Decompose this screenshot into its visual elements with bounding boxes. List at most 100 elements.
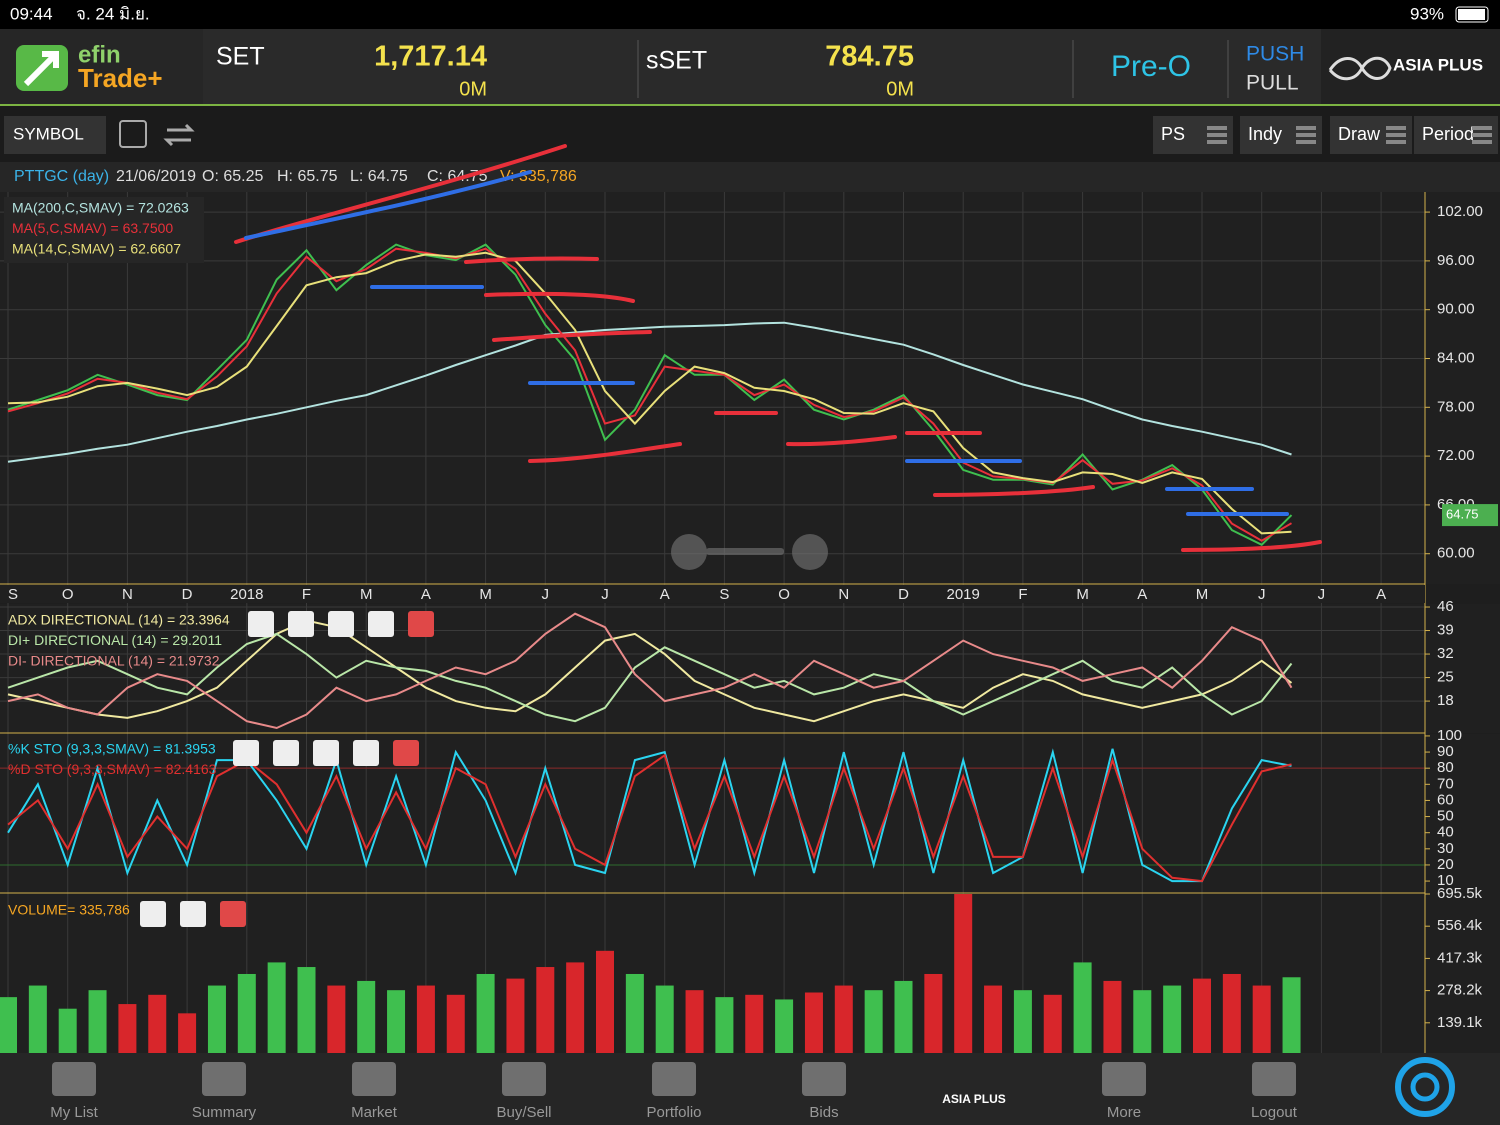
zoom-control[interactable]	[671, 534, 828, 570]
close-button[interactable]	[220, 901, 246, 927]
panel-button[interactable]	[288, 611, 314, 637]
panel-button[interactable]	[328, 611, 354, 637]
y-tick-label: 278.2k	[1437, 982, 1483, 999]
volume-bar	[1043, 994, 1062, 1055]
panel-button[interactable]	[233, 740, 259, 766]
quote-low: L: 64.75	[350, 168, 408, 185]
x-tick-label: S	[719, 586, 729, 603]
nav-label: Summary	[192, 1104, 257, 1121]
panel	[0, 192, 1500, 584]
quote-high: H: 65.75	[277, 168, 338, 185]
y-tick-label: 100	[1437, 727, 1462, 744]
y-tick-label: 78.00	[1437, 398, 1475, 415]
volume-bar	[357, 980, 376, 1055]
app-button-inner	[1410, 1072, 1440, 1102]
y-tick-label: 40	[1437, 824, 1454, 841]
quote-bar	[0, 162, 1500, 192]
menu-icon	[1386, 126, 1406, 130]
nav-icon[interactable]	[202, 1062, 246, 1096]
nav-icon[interactable]	[502, 1062, 546, 1096]
y-tick-label: 556.4k	[1437, 917, 1483, 934]
app-button[interactable]	[1395, 1057, 1455, 1117]
volume-bar	[954, 894, 973, 1055]
close-button[interactable]	[408, 611, 434, 637]
x-tick-label: 2018	[230, 586, 263, 603]
panel-button[interactable]	[248, 611, 274, 637]
x-tick-label: A	[1137, 586, 1147, 603]
volume-bar	[715, 997, 734, 1055]
volume-bar	[1252, 985, 1271, 1055]
zoom-slider[interactable]	[706, 548, 784, 555]
close-button[interactable]	[393, 740, 419, 766]
y-tick-label: 90	[1437, 743, 1454, 760]
battery-level: 93%	[1410, 4, 1444, 23]
zoom-out[interactable]	[671, 534, 707, 570]
push-button[interactable]: PUSH	[1246, 43, 1304, 66]
volume-bar	[685, 990, 704, 1055]
x-tick-label: J	[601, 586, 609, 603]
nav-label: Logout	[1251, 1104, 1298, 1121]
volume-bar	[148, 994, 167, 1055]
y-tick-label: 39	[1437, 622, 1454, 639]
volume-bar	[775, 999, 794, 1055]
panel-button[interactable]	[140, 901, 166, 927]
y-tick-label: 80	[1437, 759, 1454, 776]
calendar-button[interactable]	[119, 120, 147, 148]
refresh-button[interactable]	[163, 123, 195, 147]
volume-bar	[1193, 978, 1211, 1055]
volume-bar	[924, 973, 943, 1055]
header-border	[0, 104, 1500, 106]
nav-icon[interactable]	[1252, 1062, 1296, 1096]
quote-symbol: PTTGC (day)	[14, 168, 109, 185]
quote-date: 21/06/2019	[116, 168, 196, 185]
logo-text: Trade+	[78, 63, 163, 93]
volume-bar	[1282, 977, 1301, 1055]
nav-icon[interactable]	[352, 1062, 396, 1096]
volume-bar	[387, 990, 406, 1055]
series-line	[7, 612, 1293, 730]
panel-button[interactable]	[353, 740, 379, 766]
x-tick-label: F	[1018, 586, 1027, 603]
volume-bar	[416, 985, 435, 1055]
x-tick-label: J	[1258, 586, 1266, 603]
index-value: 784.75	[825, 41, 914, 73]
y-tick-label: 96.00	[1437, 252, 1475, 269]
panel-button[interactable]	[273, 740, 299, 766]
x-tick-label: D	[182, 586, 193, 603]
legend-entry: ADX DIRECTIONAL (14) = 23.3964	[8, 612, 230, 628]
session-status: Pre-O	[1111, 50, 1191, 83]
y-tick-label: 30	[1437, 840, 1454, 857]
volume-bar	[118, 1004, 137, 1055]
drawing-line	[786, 435, 897, 447]
pull-button[interactable]: PULL	[1246, 72, 1299, 95]
x-tick-label: N	[122, 586, 133, 603]
volume-bar	[1013, 990, 1032, 1055]
nav-icon[interactable]	[1102, 1062, 1146, 1096]
y-tick-label: 417.3k	[1437, 949, 1483, 966]
series-line	[7, 247, 1293, 542]
nav-label: Market	[351, 1104, 398, 1121]
legend-entry: DI+ DIRECTIONAL (14) = 29.2011	[8, 632, 222, 648]
volume-bar	[88, 990, 107, 1055]
panel-button[interactable]	[368, 611, 394, 637]
broker-logo	[1328, 56, 1392, 81]
symbol-input[interactable]	[4, 116, 106, 154]
y-tick-label: 50	[1437, 808, 1454, 825]
x-tick-label: A	[660, 586, 670, 603]
nav-icon[interactable]	[802, 1062, 846, 1096]
panel-button[interactable]	[313, 740, 339, 766]
nav-icon[interactable]	[652, 1062, 696, 1096]
volume-bar	[566, 962, 585, 1055]
y-tick-label: 60.00	[1437, 545, 1475, 562]
drawing-line	[528, 442, 682, 463]
legend-entry: %K STO (9,3,3,SMAV) = 81.3953	[8, 741, 216, 757]
panel-button[interactable]	[180, 901, 206, 927]
volume-bar	[1073, 962, 1092, 1055]
nav-icon[interactable]	[52, 1062, 96, 1096]
y-tick-label: 25	[1437, 669, 1454, 686]
y-tick-label: 32	[1437, 645, 1454, 662]
x-tick-label: A	[1376, 586, 1386, 603]
zoom-in[interactable]	[792, 534, 828, 570]
index-volume: 0M	[459, 78, 487, 100]
